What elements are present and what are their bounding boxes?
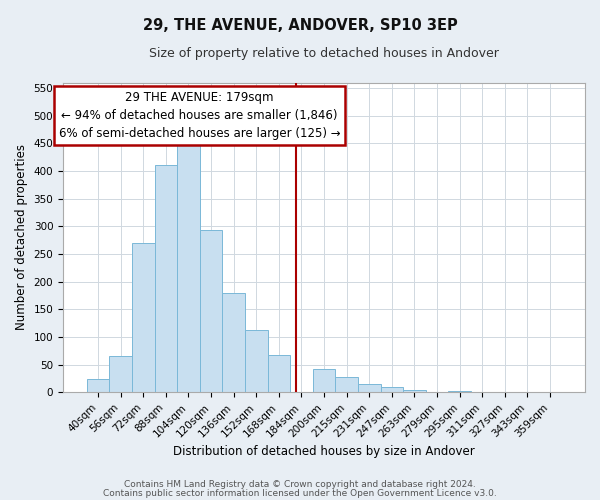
Bar: [200, 230, 223, 392]
Text: Contains public sector information licensed under the Open Government Licence v3: Contains public sector information licen…: [103, 489, 497, 498]
Bar: [268, 354, 290, 393]
Bar: [109, 356, 132, 392]
Bar: [335, 378, 358, 392]
Text: 29, THE AVENUE, ANDOVER, SP10 3EP: 29, THE AVENUE, ANDOVER, SP10 3EP: [143, 18, 457, 32]
Bar: [177, 140, 200, 392]
Bar: [358, 384, 380, 392]
Text: 29 THE AVENUE: 179sqm
← 94% of detached houses are smaller (1,846)
6% of semi-de: 29 THE AVENUE: 179sqm ← 94% of detached …: [59, 91, 341, 140]
Bar: [403, 390, 425, 392]
Bar: [313, 368, 335, 392]
Bar: [155, 166, 177, 392]
Title: Size of property relative to detached houses in Andover: Size of property relative to detached ho…: [149, 48, 499, 60]
Bar: [223, 293, 245, 392]
Bar: [245, 330, 268, 392]
X-axis label: Distribution of detached houses by size in Andover: Distribution of detached houses by size …: [173, 444, 475, 458]
Text: Contains HM Land Registry data © Crown copyright and database right 2024.: Contains HM Land Registry data © Crown c…: [124, 480, 476, 489]
Bar: [132, 243, 155, 392]
Y-axis label: Number of detached properties: Number of detached properties: [15, 144, 28, 330]
Bar: [87, 378, 109, 392]
Bar: [380, 387, 403, 392]
